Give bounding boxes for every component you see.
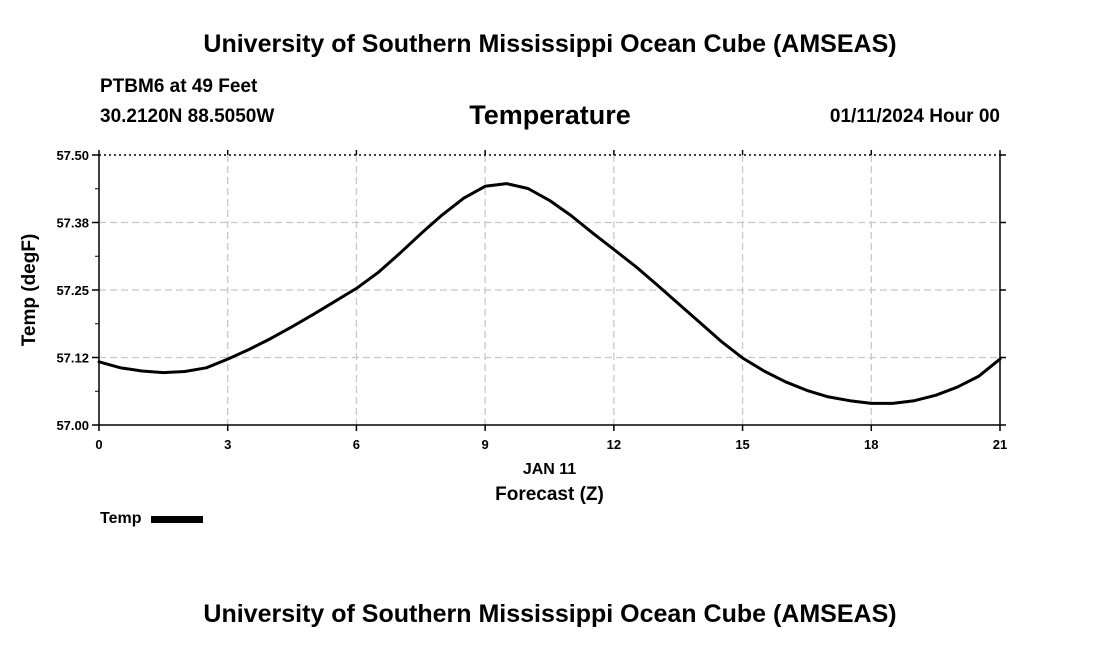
x-tick-label: 3: [224, 437, 231, 452]
footer-title: University of Southern Mississippi Ocean…: [203, 600, 897, 628]
y-axis-label: Temp (degF): [19, 234, 40, 347]
y-tick-label: 57.50: [56, 148, 89, 163]
station-coordinates: 30.2120N 88.5050W: [100, 106, 275, 127]
x-tick-label: 0: [95, 437, 102, 452]
x-tick-label: 9: [482, 437, 489, 452]
series-line-temp: [97, 182, 1002, 405]
y-tick-label: 57.00: [56, 418, 89, 433]
x-tick-label: 12: [607, 437, 621, 452]
chart-title: Temperature: [469, 100, 631, 130]
x-tick-label: 18: [864, 437, 878, 452]
x-tick-label: 15: [735, 437, 749, 452]
chart-main-title: University of Southern Mississippi Ocean…: [203, 30, 897, 58]
legend-swatch-temp: [151, 515, 204, 523]
legend-label-temp: Temp: [100, 510, 142, 527]
forecast-datetime: 01/11/2024 Hour 00: [829, 106, 1000, 127]
x-date-label: JAN 11: [523, 461, 576, 478]
x-tick-label: 21: [993, 437, 1007, 452]
y-tick-label: 57.12: [56, 351, 89, 366]
y-tick-label: 57.38: [56, 216, 89, 231]
y-tick-label: 57.25: [56, 283, 89, 298]
legend: Temp: [100, 510, 204, 528]
x-tick-label: 6: [353, 437, 360, 452]
x-axis-label: Forecast (Z): [495, 484, 604, 505]
station-name: PTBM6 at 49 Feet: [100, 76, 258, 97]
